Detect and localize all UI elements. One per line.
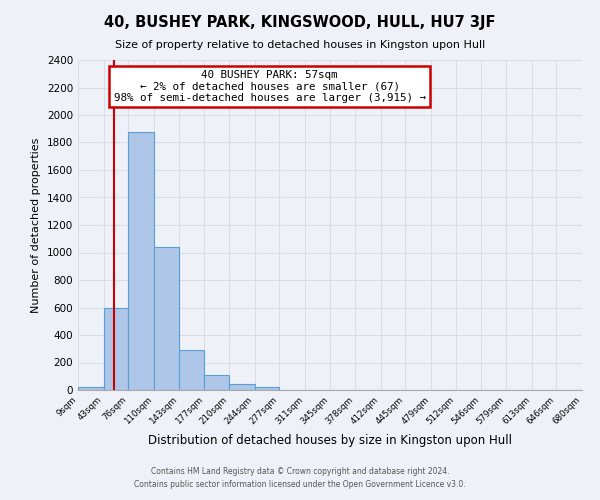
Bar	[179, 350, 204, 390]
X-axis label: Distribution of detached houses by size in Kingston upon Hull: Distribution of detached houses by size …	[148, 434, 512, 447]
Bar	[204, 375, 229, 390]
Text: 40, BUSHEY PARK, KINGSWOOD, HULL, HU7 3JF: 40, BUSHEY PARK, KINGSWOOD, HULL, HU7 3J…	[104, 15, 496, 30]
Text: Contains HM Land Registry data © Crown copyright and database right 2024.
Contai: Contains HM Land Registry data © Crown c…	[134, 467, 466, 489]
Bar	[104, 308, 128, 390]
Bar	[154, 247, 179, 390]
Y-axis label: Number of detached properties: Number of detached properties	[31, 138, 41, 312]
Bar	[128, 132, 154, 390]
Text: Size of property relative to detached houses in Kingston upon Hull: Size of property relative to detached ho…	[115, 40, 485, 50]
Text: 40 BUSHEY PARK: 57sqm
← 2% of detached houses are smaller (67)
98% of semi-detac: 40 BUSHEY PARK: 57sqm ← 2% of detached h…	[113, 70, 425, 103]
Bar	[254, 387, 279, 390]
Bar	[78, 387, 104, 390]
Bar	[229, 384, 254, 390]
